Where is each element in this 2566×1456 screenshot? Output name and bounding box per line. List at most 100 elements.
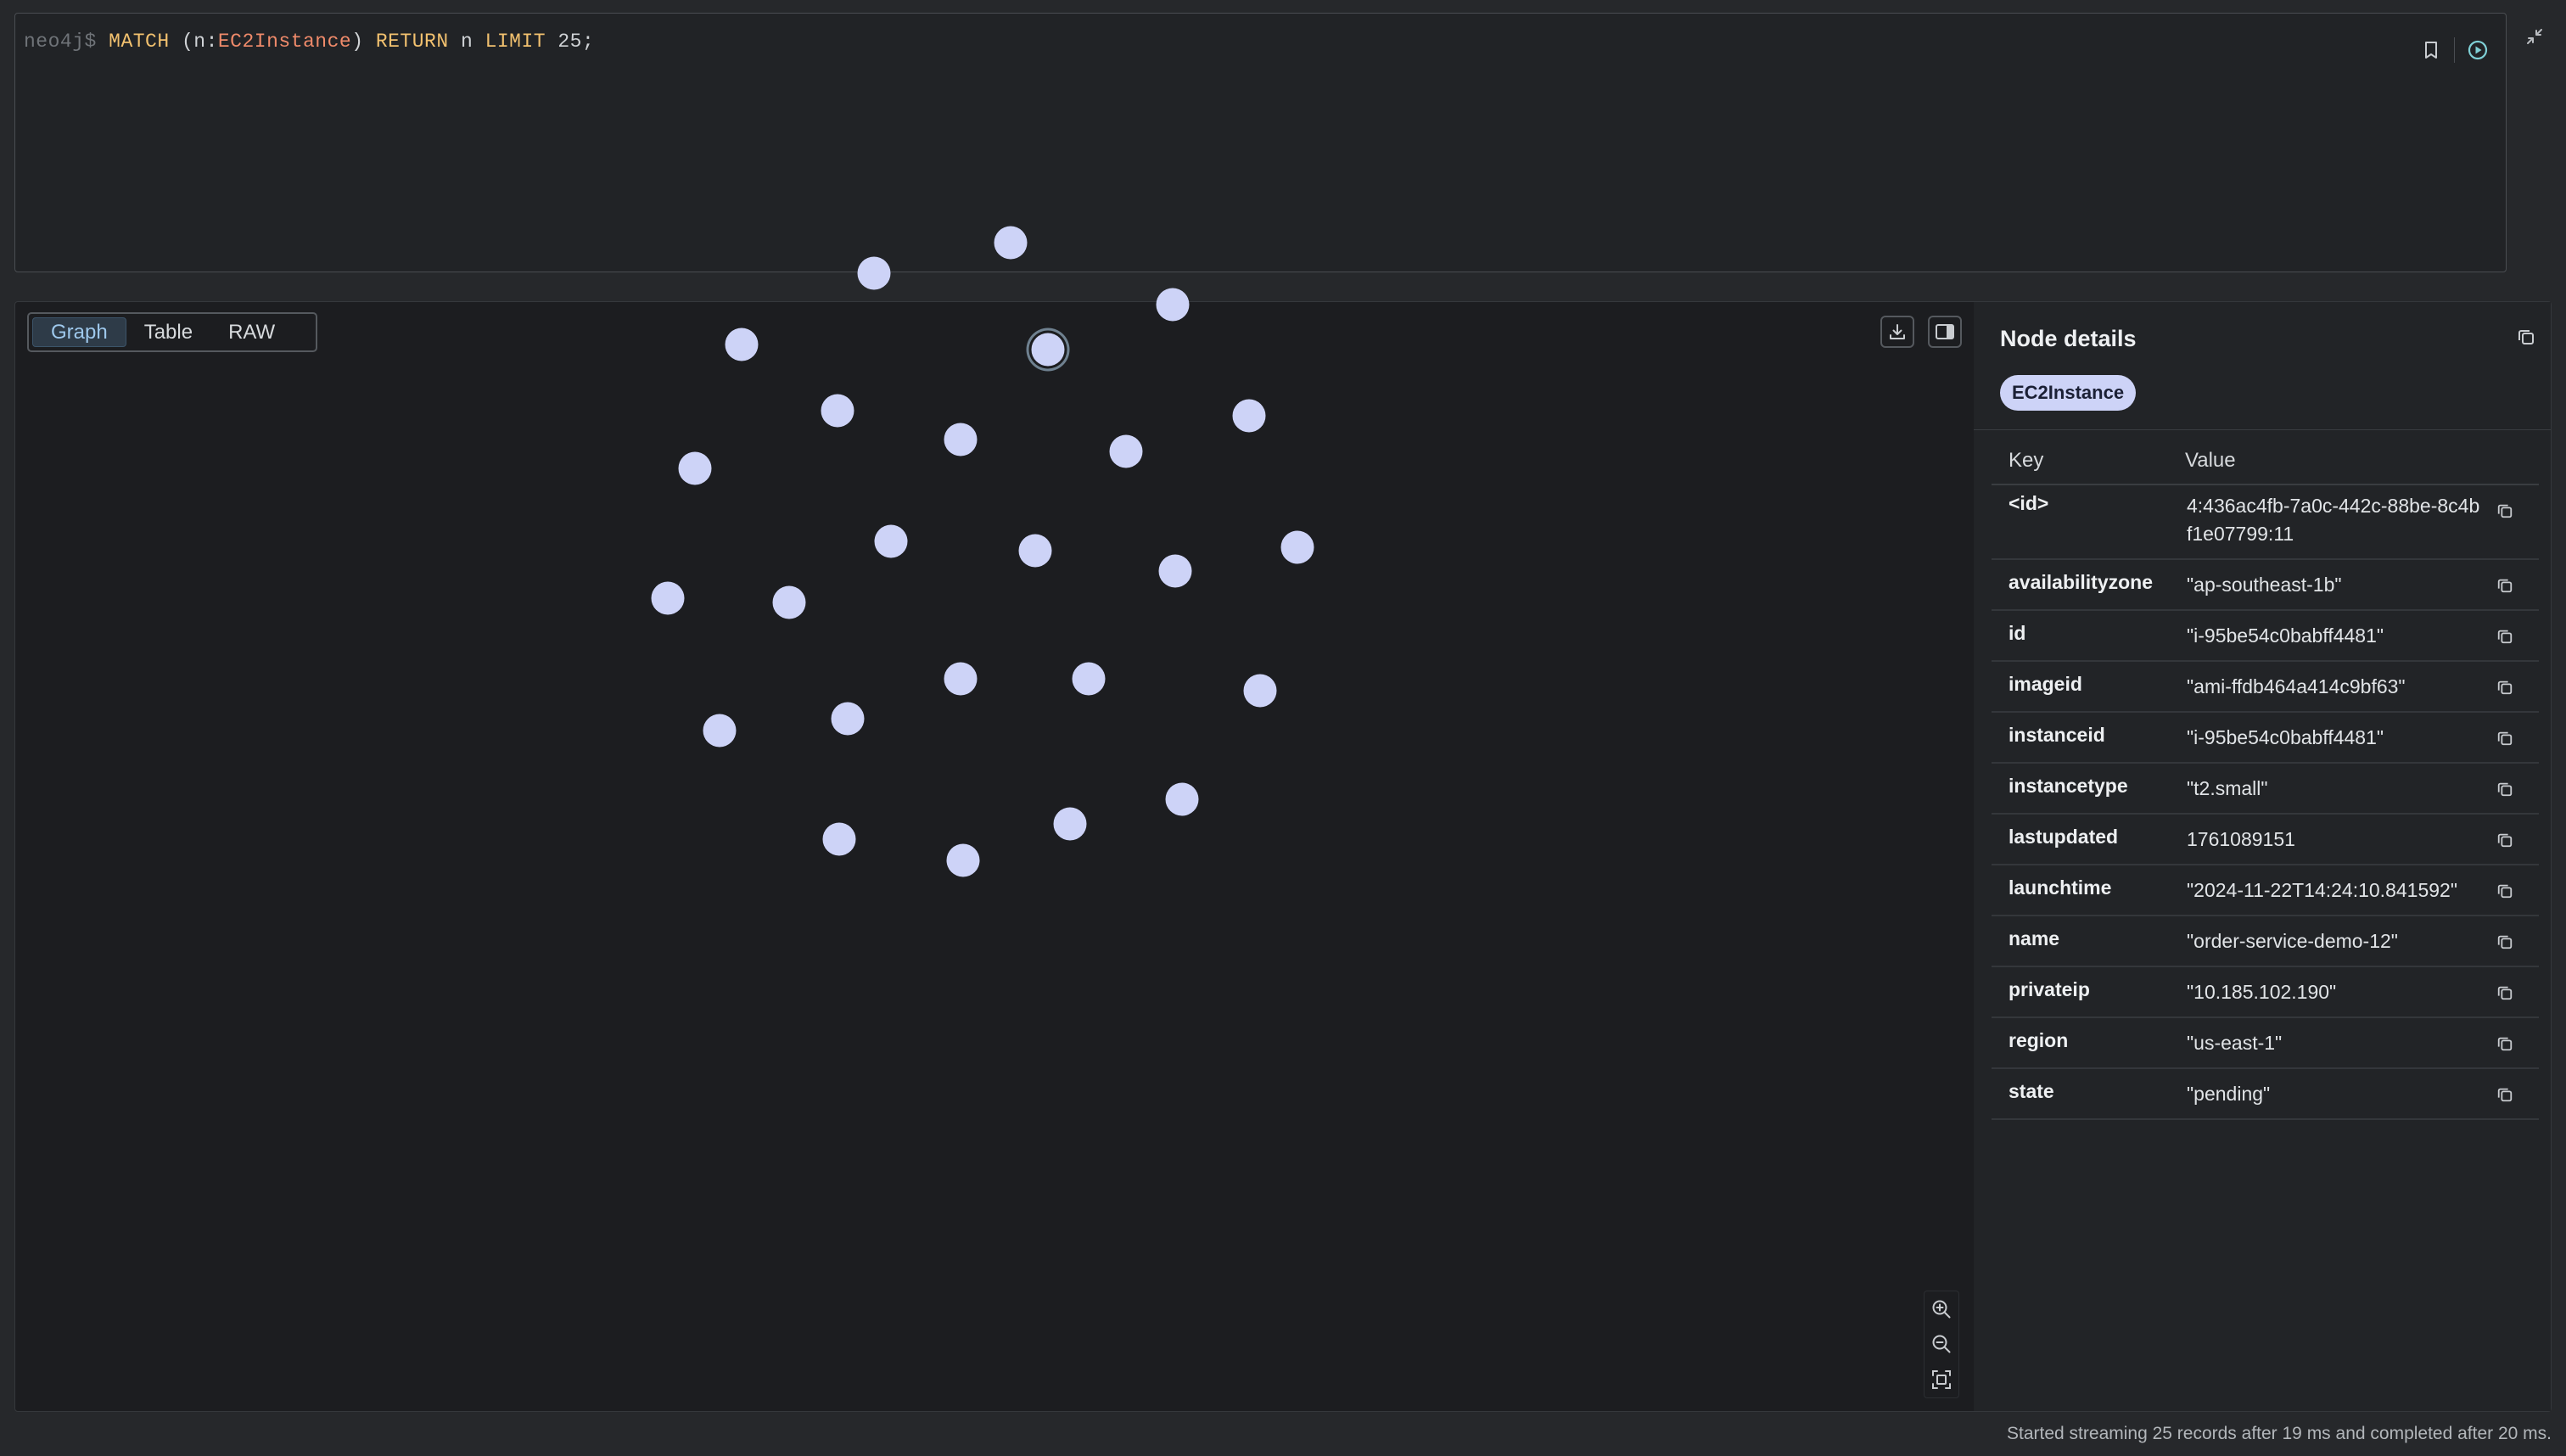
property-value: "10.185.102.190" xyxy=(2187,981,2337,1003)
editor-prompt: neo4j$ xyxy=(24,31,97,53)
graph-node[interactable] xyxy=(874,524,908,558)
property-value: 4:436ac4fb-7a0c-442c-88be-8c4bf1e07799:1… xyxy=(2187,495,2480,545)
zoom-in-icon[interactable] xyxy=(1930,1298,1953,1320)
property-row: name "order-service-demo-12" xyxy=(1992,916,2539,967)
property-row: launchtime "2024-11-22T14:24:10.841592" xyxy=(1992,865,2539,916)
copy-icon[interactable] xyxy=(2484,560,2526,594)
panel-toggle-icon[interactable] xyxy=(1928,316,1962,348)
result-frame: Graph Table RAW Node details EC2Instance xyxy=(14,226,2552,1413)
graph-toolbar xyxy=(1880,316,1962,348)
view-tabs: Graph Table RAW xyxy=(27,312,317,352)
property-key: id xyxy=(2009,622,2026,644)
node-details-panel: Node details EC2Instance Key Value <id> 4… xyxy=(1974,302,2551,1411)
value-header: Value xyxy=(2185,449,2236,472)
graph-node[interactable] xyxy=(822,822,856,856)
query-token: ) xyxy=(351,31,376,53)
download-icon[interactable] xyxy=(1880,316,1914,348)
graph-node-selected[interactable] xyxy=(1031,333,1065,367)
graph-node[interactable] xyxy=(1243,674,1277,708)
status-message: Started streaming 25 records after 19 ms… xyxy=(2007,1424,2552,1443)
query-text[interactable]: neo4j$ MATCH (n:EC2Instance) RETURN n LI… xyxy=(24,31,594,53)
copy-icon[interactable] xyxy=(2484,967,2526,1001)
collapse-icon[interactable] xyxy=(2520,22,2549,51)
key-header: Key xyxy=(2009,449,2044,472)
tab-raw[interactable]: RAW xyxy=(228,320,276,344)
graph-node[interactable] xyxy=(994,226,1028,260)
graph-node[interactable] xyxy=(1280,530,1314,564)
property-value: "t2.small" xyxy=(2187,777,2268,799)
copy-icon[interactable] xyxy=(2484,916,2526,950)
copy-all-icon[interactable] xyxy=(2517,328,2535,346)
query-token: RETURN xyxy=(375,31,449,53)
property-key: instancetype xyxy=(2009,775,2128,797)
property-key: <id> xyxy=(2009,492,2049,514)
graph-node[interactable] xyxy=(1156,288,1190,322)
property-value: "order-service-demo-12" xyxy=(2187,930,2398,952)
copy-icon[interactable] xyxy=(2484,1069,2526,1103)
graph-node[interactable] xyxy=(678,451,712,485)
copy-icon[interactable] xyxy=(2484,485,2526,519)
fit-view-icon[interactable] xyxy=(1930,1369,1953,1391)
copy-icon[interactable] xyxy=(2484,662,2526,696)
graph-node[interactable] xyxy=(651,581,685,615)
property-row: state "pending" xyxy=(1992,1069,2539,1120)
property-row: region "us-east-1" xyxy=(1992,1018,2539,1069)
copy-icon[interactable] xyxy=(2484,611,2526,645)
property-key: instanceid xyxy=(2009,724,2105,746)
graph-node[interactable] xyxy=(831,702,865,736)
query-token: 25 xyxy=(546,31,582,53)
query-token: n xyxy=(448,31,485,53)
tab-graph[interactable]: Graph xyxy=(32,317,126,347)
bookmark-icon[interactable] xyxy=(2417,36,2446,64)
properties-table: Key Value <id> 4:436ac4fb-7a0c-442c-88be-… xyxy=(1992,438,2539,1120)
property-key: name xyxy=(2009,927,2060,949)
graph-node[interactable] xyxy=(857,256,891,290)
zoom-controls xyxy=(1924,1291,1959,1398)
details-divider xyxy=(1974,429,2551,430)
graph-node[interactable] xyxy=(944,423,978,456)
copy-icon[interactable] xyxy=(2484,865,2526,899)
graph-node[interactable] xyxy=(1158,554,1192,588)
property-key: launchtime xyxy=(2009,876,2112,899)
node-label-chip[interactable]: EC2Instance xyxy=(2000,375,2137,411)
query-token: (n: xyxy=(169,31,218,53)
graph-node[interactable] xyxy=(725,328,759,361)
graph-node[interactable] xyxy=(946,843,980,877)
property-row: privateip "10.185.102.190" xyxy=(1992,967,2539,1018)
properties-rows: <id> 4:436ac4fb-7a0c-442c-88be-8c4bf1e077… xyxy=(1992,485,2539,1120)
property-key: region xyxy=(2009,1029,2069,1051)
property-value: "i-95be54c0babff4481" xyxy=(2187,726,2384,748)
run-icon[interactable] xyxy=(2463,36,2492,64)
query-tokens: MATCH (n:EC2Instance) RETURN n LIMIT 25; xyxy=(97,31,594,53)
property-key: lastupdated xyxy=(2009,826,2119,848)
graph-node[interactable] xyxy=(703,714,737,748)
graph-node[interactable] xyxy=(772,585,806,619)
graph-node[interactable] xyxy=(944,662,978,696)
query-token: ; xyxy=(582,31,595,53)
property-row: instanceid "i-95be54c0babff4481" xyxy=(1992,713,2539,764)
copy-icon[interactable] xyxy=(2484,713,2526,747)
copy-icon[interactable] xyxy=(2484,815,2526,848)
zoom-out-icon[interactable] xyxy=(1930,1333,1953,1355)
query-token: LIMIT xyxy=(485,31,546,53)
details-title: Node details xyxy=(2000,326,2137,351)
property-row: <id> 4:436ac4fb-7a0c-442c-88be-8c4bf1e077… xyxy=(1992,485,2539,560)
graph-node[interactable] xyxy=(1165,782,1199,816)
query-editor[interactable]: neo4j$ MATCH (n:EC2Instance) RETURN n LI… xyxy=(14,13,2507,272)
property-value: "2024-11-22T14:24:10.841592" xyxy=(2187,879,2457,901)
graph-node[interactable] xyxy=(821,394,854,428)
property-value: "i-95be54c0babff4481" xyxy=(2187,624,2384,647)
copy-icon[interactable] xyxy=(2484,764,2526,798)
graph-node[interactable] xyxy=(1232,399,1266,433)
graph-node[interactable] xyxy=(1109,434,1143,468)
graph-node[interactable] xyxy=(1053,807,1087,841)
property-row: lastupdated 1761089151 xyxy=(1992,815,2539,865)
graph-node[interactable] xyxy=(1018,534,1052,568)
property-key: state xyxy=(2009,1080,2054,1102)
query-token xyxy=(97,31,109,53)
graph-canvas[interactable] xyxy=(15,226,1971,1413)
property-value: "pending" xyxy=(2187,1083,2271,1105)
graph-node[interactable] xyxy=(1072,662,1106,696)
tab-table[interactable]: Table xyxy=(143,320,193,344)
copy-icon[interactable] xyxy=(2484,1018,2526,1052)
